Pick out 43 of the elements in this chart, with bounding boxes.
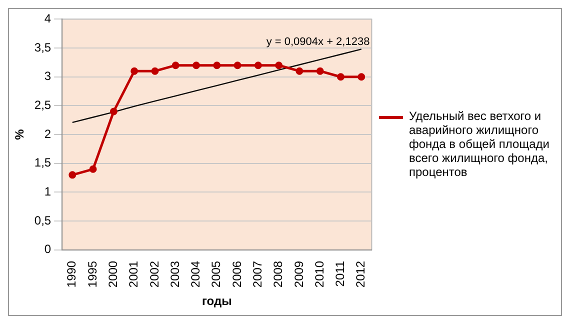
x-tick-label: 2006 — [230, 260, 244, 288]
y-tick-label: 0,5 — [34, 213, 52, 228]
legend-label: Удельный вес ветхого и аварийного жилищного фонда в общей площади всего жилищного фонда, процентов — [409, 109, 550, 179]
point — [192, 62, 200, 70]
point — [336, 73, 344, 81]
y-tick-label: 1 — [44, 184, 52, 199]
x-tick-label: 1990 — [64, 260, 79, 288]
point — [213, 62, 221, 70]
x-tick-label: 2004 — [188, 260, 203, 288]
y-tick-label: 3,5 — [34, 40, 52, 54]
x-tick-label: 2010 — [312, 260, 326, 288]
x-tick-label: 2011 — [333, 260, 348, 287]
point — [316, 67, 324, 75]
x-tick-label: 2005 — [209, 260, 224, 288]
point — [68, 171, 76, 179]
annotation: y = 0,0904x + 2,1238 — [266, 36, 370, 48]
x-tick-label: 2000 — [106, 260, 120, 288]
x-axis-title: годы — [202, 294, 232, 308]
y-axis-title: % — [12, 128, 27, 140]
point — [275, 62, 283, 70]
x-tick-label: 1995 — [85, 260, 100, 288]
point — [358, 73, 366, 81]
y-tick-label: 2 — [44, 126, 52, 141]
x-tick-label: 2002 — [147, 260, 162, 288]
x-tick-label: 2009 — [292, 260, 306, 288]
point — [130, 67, 138, 75]
x-tick-label: 2003 — [168, 260, 182, 288]
y-tick-label: 2,5 — [34, 98, 52, 112]
y-tick-label: 3 — [44, 69, 52, 84]
x-tick-label: 2001 — [126, 260, 141, 288]
point — [151, 67, 159, 75]
point — [254, 62, 262, 70]
x-tick-label: 2007 — [250, 260, 264, 288]
x-tick-label: 2008 — [271, 260, 286, 288]
point — [89, 165, 97, 173]
y-tick-label: 4 — [44, 12, 52, 26]
point — [234, 62, 242, 70]
point — [110, 108, 118, 116]
point — [172, 62, 180, 70]
x-tick-label: 2012 — [354, 260, 368, 288]
y-tick-label: 1,5 — [34, 156, 52, 170]
point — [296, 67, 304, 75]
y-tick-label: 0 — [44, 242, 52, 256]
